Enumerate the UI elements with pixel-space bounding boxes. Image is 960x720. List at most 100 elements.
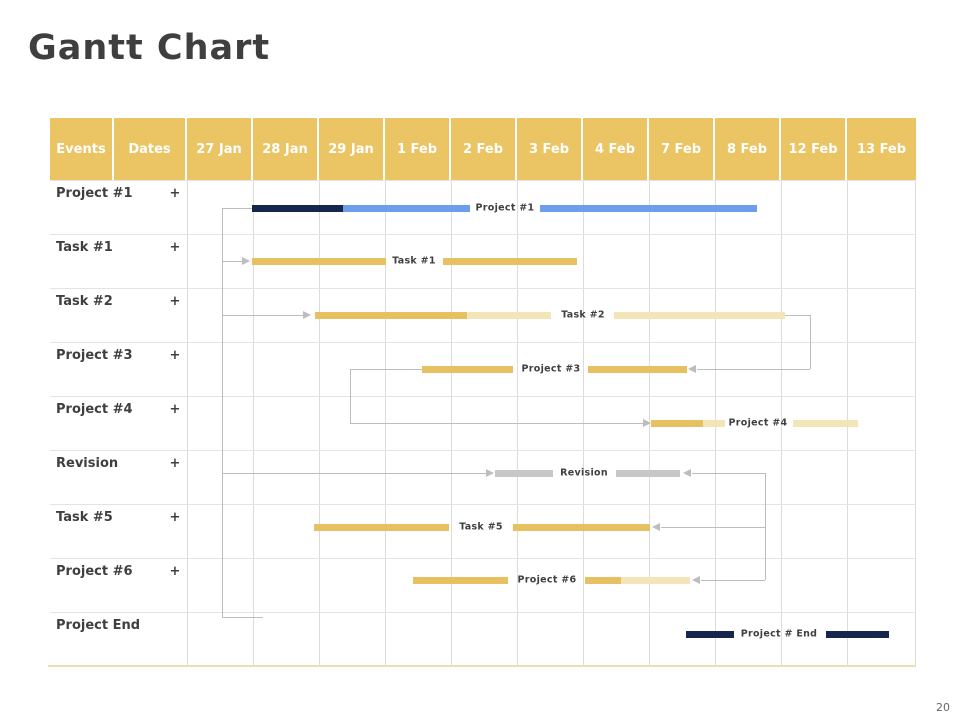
gantt-bar-label: Task #5 — [459, 521, 503, 533]
gantt-bar-label: Project #4 — [728, 417, 788, 429]
gantt-bar-segment — [252, 205, 343, 212]
connector-line — [222, 208, 252, 209]
expand-plus: + — [169, 456, 181, 471]
gantt-bar-segment — [413, 577, 508, 584]
gantt-bar-segment — [422, 366, 513, 373]
header-cell-8-feb: 8 Feb — [715, 118, 779, 180]
table-bottom-border — [48, 665, 916, 667]
row-label-project-#1: Project #1 — [56, 186, 133, 201]
header-cell-12-feb: 12 Feb — [781, 118, 845, 180]
gantt-bar-segment — [614, 312, 785, 319]
gantt-bar-segment — [621, 577, 690, 584]
gantt-bar-segment — [495, 470, 553, 477]
header-cell-7-feb: 7 Feb — [649, 118, 713, 180]
row-separator — [50, 180, 916, 181]
connector-line — [350, 369, 351, 423]
connector-line — [701, 580, 765, 581]
gantt-bar-segment — [540, 205, 757, 212]
row-label-task-#2: Task #2 — [56, 294, 113, 309]
connector-line — [785, 315, 810, 316]
row-label-task-#1: Task #1 — [56, 240, 113, 255]
gantt-bar-segment — [703, 420, 725, 427]
expand-plus: + — [169, 294, 181, 309]
expand-plus: + — [169, 402, 181, 417]
row-label-project-end: Project End — [56, 618, 141, 633]
header-cell-4-feb: 4 Feb — [583, 118, 647, 180]
row-separator — [50, 288, 916, 289]
gantt-bar-segment — [314, 524, 449, 531]
grid-line-vertical — [915, 180, 916, 666]
grid-line-vertical — [253, 180, 254, 666]
expand-plus: + — [169, 510, 181, 525]
connector-line — [222, 315, 303, 316]
connector-arrow-left — [652, 523, 660, 531]
gantt-bar-label: Revision — [560, 467, 608, 479]
connector-line — [222, 473, 486, 474]
header-cell-28-jan: 28 Jan — [253, 118, 317, 180]
gantt-bar-segment — [686, 631, 734, 638]
expand-plus: + — [169, 240, 181, 255]
header-cell-13-feb: 13 Feb — [847, 118, 916, 180]
gantt-bar-segment — [651, 420, 703, 427]
grid-line-vertical — [781, 180, 782, 666]
row-separator — [50, 558, 916, 559]
gantt-bar-segment — [343, 205, 470, 212]
gantt-bar-segment — [513, 524, 650, 531]
gantt-bar-label: Project #6 — [517, 574, 577, 586]
page-number: 20 — [936, 701, 950, 714]
connector-arrow-right — [303, 311, 311, 319]
connector-line — [222, 261, 242, 262]
gantt-bar-segment — [793, 420, 858, 427]
connector-line — [810, 315, 811, 369]
gantt-bar-segment — [616, 470, 680, 477]
gantt-bar-segment — [252, 258, 386, 265]
connector-line — [222, 208, 223, 617]
connector-line — [350, 369, 422, 370]
gantt-bar-label: Task #2 — [561, 309, 605, 321]
gantt-bar-label: Task #1 — [392, 255, 436, 267]
row-separator — [50, 396, 916, 397]
header-cell-27-jan: 27 Jan — [187, 118, 251, 180]
connector-line — [350, 423, 644, 424]
connector-arrow-left — [692, 576, 700, 584]
connector-line — [765, 473, 766, 580]
connector-line — [697, 369, 810, 370]
row-separator — [50, 342, 916, 343]
gantt-bar-label: Project #1 — [475, 202, 535, 214]
row-label-revision: Revision — [56, 456, 119, 471]
connector-arrow-left — [683, 469, 691, 477]
row-separator — [50, 504, 916, 505]
header-cell-events: Events — [50, 118, 112, 180]
gantt-bar-segment — [588, 366, 687, 373]
header-cell-29-jan: 29 Jan — [319, 118, 383, 180]
header-cell-3-feb: 3 Feb — [517, 118, 581, 180]
gantt-bar-label: Project #3 — [521, 363, 581, 375]
connector-line — [222, 617, 263, 618]
row-label-project-#3: Project #3 — [56, 348, 133, 363]
gantt-bar-segment — [315, 312, 467, 319]
grid-line-vertical — [187, 180, 188, 666]
row-label-task-#5: Task #5 — [56, 510, 113, 525]
connector-arrow-right — [486, 469, 494, 477]
gantt-bar-label: Project # End — [740, 628, 818, 640]
row-label-project-#6: Project #6 — [56, 564, 133, 579]
connector-arrow-right — [242, 257, 250, 265]
expand-plus: + — [169, 348, 181, 363]
connector-line — [692, 473, 765, 474]
row-separator — [50, 612, 916, 613]
expand-plus: + — [169, 564, 181, 579]
row-separator — [50, 234, 916, 235]
connector-arrow-left — [688, 365, 696, 373]
header-cell-dates: Dates — [114, 118, 185, 180]
gantt-bar-segment — [585, 577, 621, 584]
grid-line-vertical — [319, 180, 320, 666]
connector-line — [661, 527, 765, 528]
gantt-bar-segment — [826, 631, 889, 638]
header-cell-2-feb: 2 Feb — [451, 118, 515, 180]
row-label-project-#4: Project #4 — [56, 402, 133, 417]
header-cell-1-feb: 1 Feb — [385, 118, 449, 180]
expand-plus: + — [169, 186, 181, 201]
gantt-bar-segment — [467, 312, 551, 319]
page-title: Gantt Chart — [28, 28, 271, 68]
